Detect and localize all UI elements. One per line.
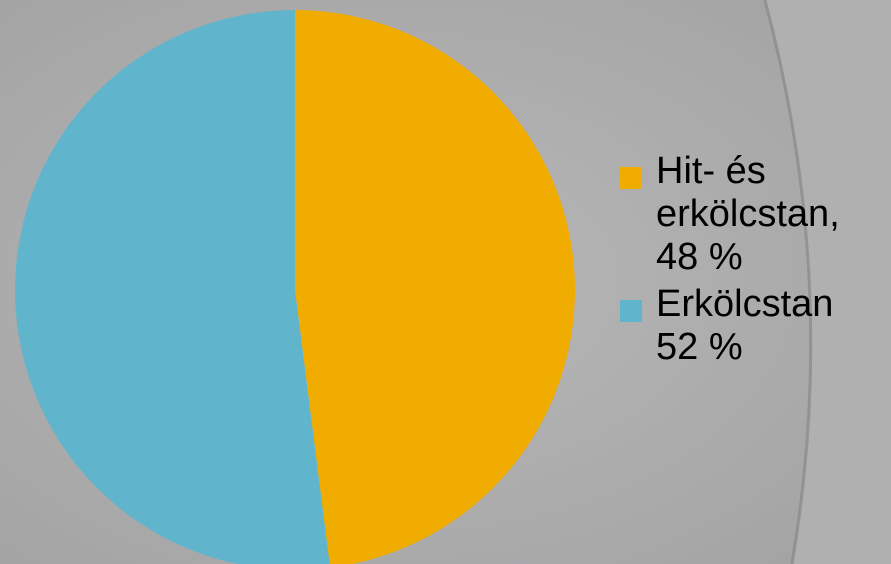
legend-label: Hit- és erkölcstan, 48 % <box>656 150 840 278</box>
pie-slice-2 <box>15 10 330 564</box>
legend-label: Erkölcstan 52 % <box>656 283 834 368</box>
pie-slice-1 <box>295 10 575 564</box>
chart-legend: Hit- és erkölcstan, 48 % Erkölcstan 52 % <box>620 150 882 373</box>
legend-item-1: Hit- és erkölcstan, 48 % <box>620 150 882 279</box>
legend-item-2: Erkölcstan 52 % <box>620 283 882 369</box>
legend-swatch <box>620 300 642 322</box>
background-arc <box>765 0 891 564</box>
background-arc-edge <box>763 0 813 564</box>
legend-swatch <box>620 167 642 189</box>
